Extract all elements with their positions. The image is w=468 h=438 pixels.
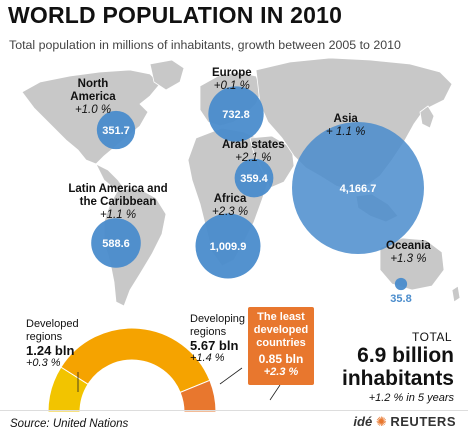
region-label-north-america: North America +1.0 % <box>70 78 116 116</box>
developed-regions-label: Developed regions 1.24 bln +0.3 % <box>26 318 79 369</box>
source-note: Source: United Nations <box>10 418 129 430</box>
page-title: WORLD POPULATION IN 2010 <box>8 2 343 28</box>
region-label-asia: Asia + 1.1 % <box>326 113 366 138</box>
bubble-value-oceania: 35.8 <box>390 293 411 305</box>
region-label-europe: Europe +0.1 % <box>212 67 252 92</box>
bubble-latin-america <box>91 218 141 268</box>
bubble-value-africa: 1,009.9 <box>210 241 247 253</box>
land-central-america <box>95 163 125 191</box>
bubble-oceania <box>394 277 408 291</box>
least-developed-box: The least developed countries 0.85 bln +… <box>248 307 314 385</box>
donut-slice-least-developed <box>179 379 217 413</box>
region-label-africa: Africa +2.3 % <box>212 193 249 218</box>
region-label-latin-america: Latin America and the Caribbean +1.1 % <box>68 183 168 221</box>
region-label-arab-states: Arab states +2.1 % <box>222 139 285 164</box>
total-value: 6.9 billion inhabitants <box>341 344 454 390</box>
bubble-value-latin-america: 588.6 <box>102 238 130 250</box>
donut-leader-line <box>219 367 243 385</box>
donut-leader-line <box>269 384 281 401</box>
footer-divider <box>0 410 468 411</box>
bubble-value-arab-states: 359.4 <box>240 173 268 185</box>
land-australia <box>379 237 445 291</box>
developing-regions-label: Developing regions 5.67 bln +1.4 % <box>190 313 246 364</box>
page-subtitle: Total population in millions of inhabita… <box>9 38 401 52</box>
bubble-value-asia: 4,166.7 <box>340 183 377 195</box>
donut-slice-developing <box>60 327 211 394</box>
total-label: TOTAL <box>412 330 453 344</box>
development-donut <box>47 327 281 413</box>
bubble-arab-states <box>234 158 274 198</box>
total-growth: +1.2 % in 5 years <box>368 392 454 404</box>
population-bubbles: 351.7 732.8 359.4 4,166.7 588.6 1,009.9 35.8 <box>91 86 424 305</box>
land-japan <box>419 105 435 129</box>
bubble-value-north-america: 351.7 <box>102 125 130 137</box>
bubble-north-america <box>96 110 136 150</box>
publisher-logo: idé ✺ REUTERS <box>353 414 456 429</box>
land-greenland <box>149 59 185 91</box>
reuters-dots-icon: ✺ <box>375 414 387 429</box>
region-label-oceania: Oceania +1.3 % <box>386 240 431 265</box>
land-new-zealand <box>451 285 461 303</box>
bubble-africa <box>195 213 261 279</box>
bubble-value-europe: 732.8 <box>222 109 250 121</box>
bubble-asia <box>292 122 424 254</box>
bubble-europe <box>208 86 264 142</box>
